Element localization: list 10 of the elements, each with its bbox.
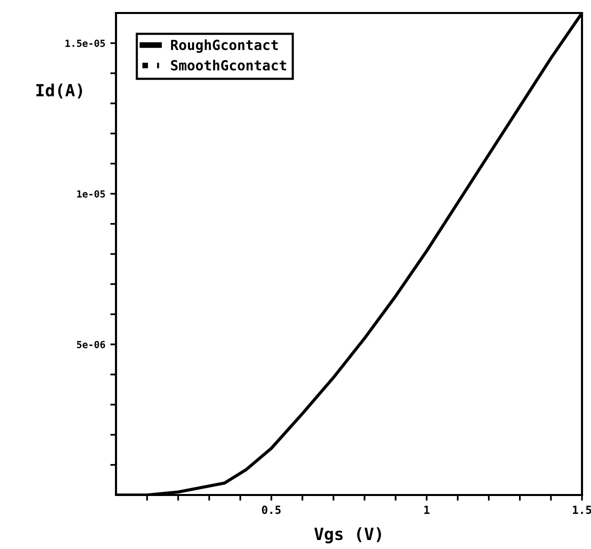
legend-label: RoughGcontact <box>171 39 278 53</box>
y-tick-label: 5e-06 <box>76 340 106 348</box>
legend-label: SmoothGcontact <box>171 60 286 71</box>
y-axis-title: Id(A) <box>36 84 82 98</box>
x-tick-label: 0.5 <box>262 506 281 514</box>
x-tick-label: 1.5 <box>572 506 591 514</box>
x-axis-title: Vgs (V) <box>314 527 382 544</box>
x-tick-label: 1 <box>424 506 430 514</box>
y-tick-label: 1.5e-05 <box>66 40 105 47</box>
y-tick-label: 1e-05 <box>77 190 105 198</box>
